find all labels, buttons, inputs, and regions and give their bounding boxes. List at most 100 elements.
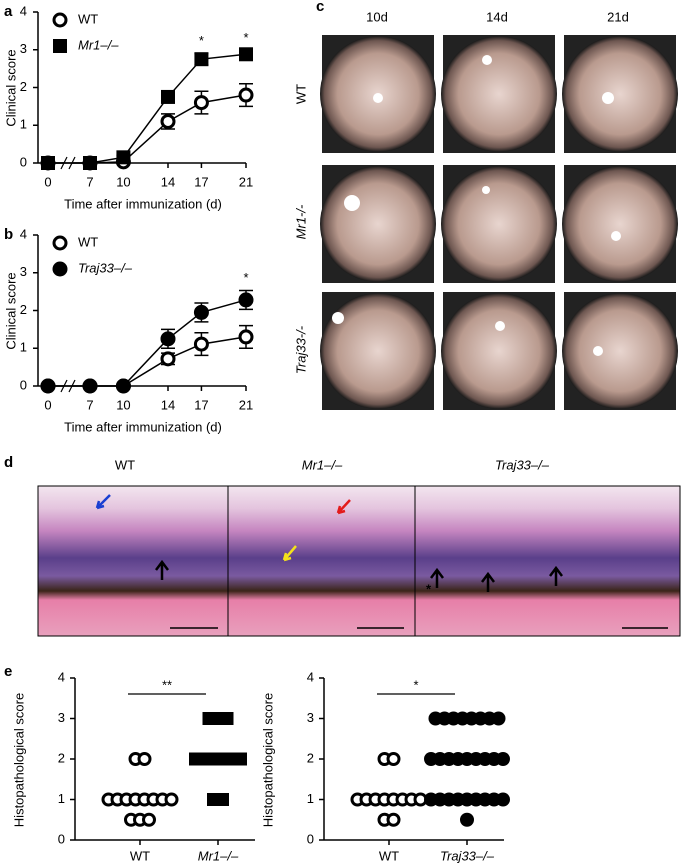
- marker: [386, 752, 401, 766]
- y-tick-label: 1: [20, 340, 27, 355]
- marker: [194, 52, 209, 67]
- marker: [164, 792, 179, 807]
- legend-marker: [53, 39, 67, 53]
- legend-marker: [52, 235, 68, 251]
- marker: [137, 752, 152, 766]
- series-line: [48, 299, 247, 387]
- marker: [142, 812, 156, 827]
- panel-label: a: [4, 3, 13, 20]
- y-tick-label: 3: [58, 710, 65, 725]
- column-title: 14d: [486, 9, 508, 24]
- y-tick-label: 1: [20, 117, 27, 132]
- annotation: *: [243, 270, 248, 285]
- annotation: *: [243, 30, 248, 45]
- marker: [386, 812, 401, 827]
- marker: [238, 87, 254, 103]
- x-tick-label: 0: [44, 174, 51, 189]
- fundus-images: [320, 35, 678, 410]
- x-tick-label: 21: [239, 397, 253, 412]
- significance-label: *: [413, 677, 418, 692]
- y-tick-label: 4: [20, 3, 27, 18]
- y-tick-label: 0: [20, 377, 27, 392]
- y-tick-label: 3: [20, 41, 27, 56]
- x-tick-label: 7: [86, 397, 93, 412]
- x-tick-label: WT: [379, 848, 399, 863]
- marker: [238, 329, 254, 345]
- marker: [460, 812, 474, 827]
- row-title: WT: [293, 84, 308, 104]
- legend-label: Traj33–/–: [78, 260, 133, 275]
- column-title: Traj33–/–: [495, 457, 550, 472]
- marker: [41, 156, 55, 170]
- x-tick-label: 17: [194, 174, 208, 189]
- x-tick-label: 7: [86, 174, 93, 189]
- x-tick-label: Traj33–/–: [440, 848, 495, 863]
- marker: [491, 711, 506, 726]
- marker: [234, 752, 247, 766]
- panel-label: c: [316, 0, 324, 15]
- marker: [160, 113, 176, 129]
- y-tick-label: 0: [307, 831, 314, 846]
- legend-label: Mr1–/–: [78, 37, 119, 52]
- marker: [160, 351, 176, 367]
- x-tick-label: 0: [44, 397, 51, 412]
- x-tick-label: 14: [161, 397, 175, 412]
- y-tick-label: 4: [58, 669, 65, 684]
- x-tick-label: Mr1–/–: [198, 848, 239, 863]
- y-tick-label: 0: [20, 154, 27, 169]
- column-title: Mr1–/–: [302, 457, 343, 472]
- annotation: *: [199, 33, 204, 48]
- marker: [238, 292, 254, 308]
- significance-label: **: [162, 677, 172, 692]
- marker: [239, 47, 253, 62]
- marker: [161, 89, 175, 104]
- series-line: [48, 94, 247, 164]
- y-axis-label: Clinical score: [3, 272, 18, 349]
- marker: [193, 304, 209, 320]
- y-axis-label: Histopathological score: [11, 693, 26, 827]
- marker: [496, 792, 510, 807]
- histology-images: [37, 485, 681, 637]
- marker: [40, 378, 56, 394]
- y-tick-label: 1: [307, 791, 314, 806]
- y-axis-label: Clinical score: [3, 49, 18, 126]
- marker: [116, 150, 131, 165]
- x-axis-label: Time after immunization (d): [64, 196, 222, 211]
- x-tick-label: WT: [130, 848, 150, 863]
- legend-marker: [52, 261, 68, 277]
- column-title: WT: [115, 457, 135, 472]
- y-tick-label: 3: [20, 264, 27, 279]
- x-tick-label: 21: [239, 174, 253, 189]
- marker: [193, 95, 209, 111]
- marker: [82, 378, 98, 394]
- y-tick-label: 2: [20, 302, 27, 317]
- y-tick-label: 2: [58, 750, 65, 765]
- y-tick-label: 3: [307, 710, 314, 725]
- column-title: 10d: [366, 9, 388, 24]
- panel-label: b: [4, 226, 13, 243]
- y-axis-label: Histopathological score: [260, 693, 275, 827]
- column-title: 21d: [607, 9, 629, 24]
- y-tick-label: 0: [58, 831, 65, 846]
- x-tick-label: 17: [194, 397, 208, 412]
- y-tick-label: 1: [58, 791, 65, 806]
- marker: [115, 378, 131, 394]
- x-tick-label: 14: [161, 174, 175, 189]
- y-tick-label: 2: [20, 79, 27, 94]
- legend-label: WT: [78, 11, 98, 26]
- y-tick-label: 2: [307, 750, 314, 765]
- marker: [220, 712, 234, 725]
- x-tick-label: 10: [116, 174, 130, 189]
- panel-label: d: [4, 454, 13, 471]
- legend-label: WT: [78, 234, 98, 249]
- x-axis-label: Time after immunization (d): [64, 419, 222, 434]
- marker: [193, 336, 209, 352]
- series-line: [48, 53, 247, 164]
- row-title: Mr1-/-: [293, 204, 308, 239]
- legend-marker: [52, 12, 68, 28]
- marker: [496, 752, 510, 766]
- annotation: *: [426, 581, 432, 596]
- marker: [160, 331, 176, 347]
- y-tick-label: 4: [307, 669, 314, 684]
